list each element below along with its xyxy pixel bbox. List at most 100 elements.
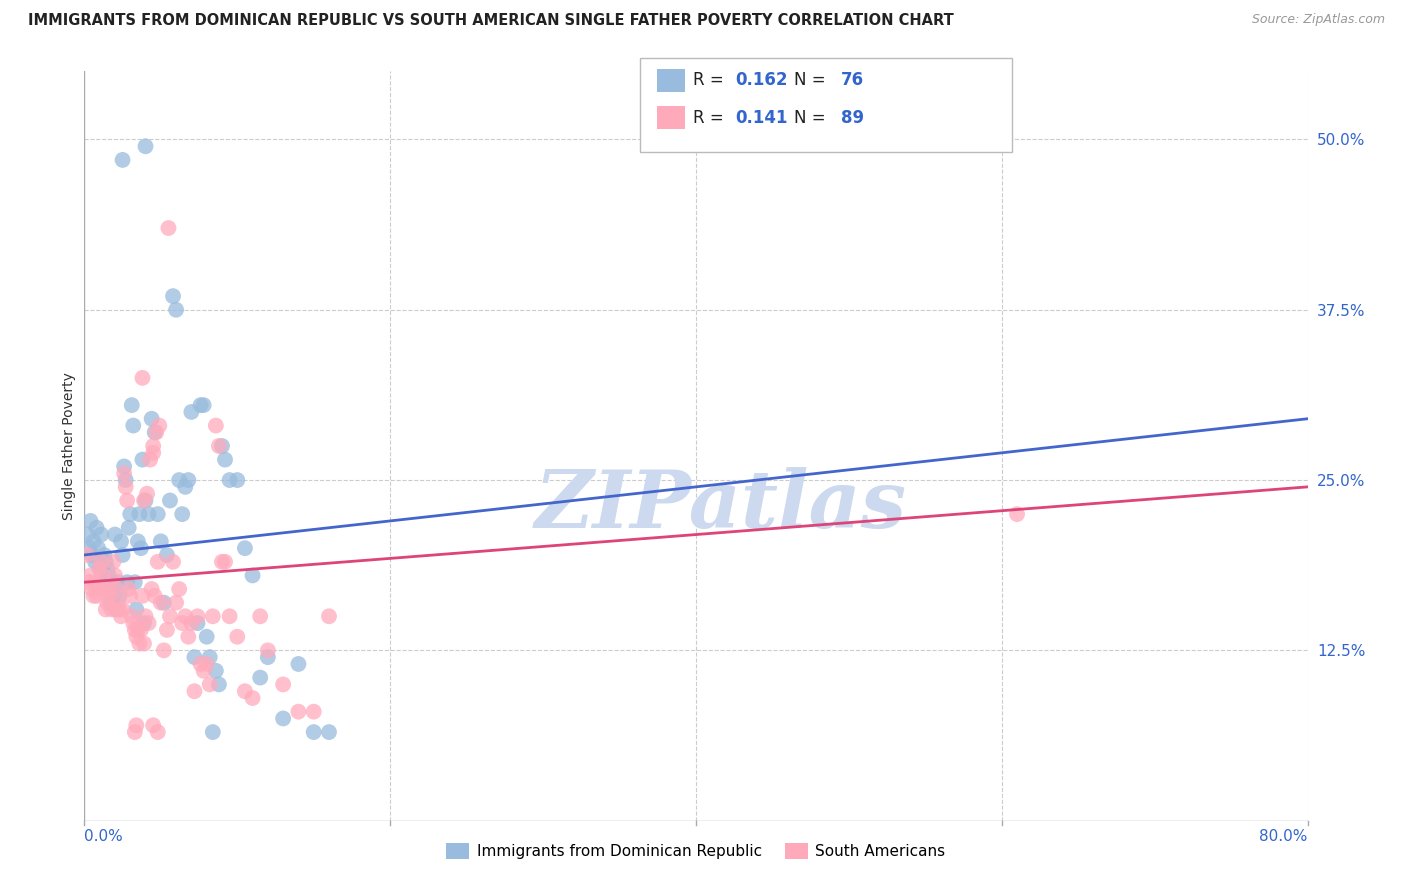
Point: [124, 725, 146, 739]
Point: [122, 418, 145, 433]
Point: [120, 589, 142, 603]
Point: [104, 527, 127, 541]
Text: 0.0%: 0.0%: [84, 829, 124, 844]
Point: [257, 650, 280, 665]
Point: [233, 684, 256, 698]
Point: [214, 555, 236, 569]
Point: [153, 596, 176, 610]
Point: [142, 439, 165, 453]
Point: [76, 527, 98, 541]
Y-axis label: Single Father Poverty: Single Father Poverty: [62, 372, 76, 520]
Point: [111, 602, 134, 616]
Point: [249, 671, 271, 685]
Point: [193, 664, 215, 678]
Point: [190, 657, 212, 671]
Point: [177, 630, 200, 644]
Text: 89: 89: [841, 109, 863, 127]
Point: [165, 302, 187, 317]
Point: [83, 589, 105, 603]
Text: R =: R =: [693, 109, 730, 127]
Point: [98, 582, 121, 596]
Point: [129, 541, 152, 556]
Point: [148, 418, 170, 433]
Point: [167, 473, 190, 487]
Point: [1005, 507, 1028, 521]
Point: [121, 398, 143, 412]
Point: [172, 616, 194, 631]
Point: [93, 582, 115, 596]
Point: [87, 541, 110, 556]
Point: [97, 589, 120, 603]
Point: [153, 643, 176, 657]
Point: [76, 548, 98, 562]
Point: [86, 521, 108, 535]
Point: [105, 602, 128, 616]
Point: [190, 398, 212, 412]
Point: [318, 609, 340, 624]
Point: [131, 589, 153, 603]
Point: [103, 555, 125, 569]
Point: [143, 425, 166, 440]
Point: [138, 507, 160, 521]
Point: [124, 575, 146, 590]
Point: [214, 452, 236, 467]
Point: [149, 596, 172, 610]
Point: [77, 541, 100, 556]
Point: [84, 575, 107, 590]
Point: [205, 418, 228, 433]
Point: [89, 561, 111, 575]
Point: [91, 568, 114, 582]
Point: [180, 405, 202, 419]
Point: [141, 411, 163, 425]
Point: [143, 589, 166, 603]
Point: [156, 623, 179, 637]
Point: [101, 602, 124, 616]
Point: [198, 650, 221, 665]
Point: [183, 650, 205, 665]
Point: [186, 609, 208, 624]
Point: [79, 514, 101, 528]
Point: [195, 657, 218, 671]
Point: [136, 486, 159, 500]
Point: [90, 527, 112, 541]
Point: [149, 534, 172, 549]
Point: [211, 439, 233, 453]
Point: [302, 705, 325, 719]
Point: [86, 589, 108, 603]
Point: [218, 473, 240, 487]
Point: [96, 561, 118, 575]
Point: [159, 493, 181, 508]
Point: [257, 643, 280, 657]
Point: [162, 289, 184, 303]
Point: [138, 616, 160, 631]
Point: [131, 371, 153, 385]
Point: [90, 555, 112, 569]
Point: [201, 725, 224, 739]
Point: [135, 609, 157, 624]
Point: [287, 657, 309, 671]
Point: [112, 467, 135, 481]
Point: [131, 452, 153, 467]
Point: [142, 718, 165, 732]
Point: [114, 473, 136, 487]
Point: [165, 596, 187, 610]
Text: IMMIGRANTS FROM DOMINICAN REPUBLIC VS SOUTH AMERICAN SINGLE FATHER POVERTY CORRE: IMMIGRANTS FROM DOMINICAN REPUBLIC VS SO…: [28, 13, 953, 29]
Point: [118, 582, 141, 596]
Point: [121, 609, 143, 624]
Point: [195, 630, 218, 644]
Point: [287, 705, 309, 719]
Point: [77, 575, 100, 590]
Point: [89, 561, 111, 575]
Point: [129, 623, 152, 637]
Point: [141, 582, 163, 596]
Point: [132, 636, 155, 650]
Point: [108, 602, 131, 616]
Point: [186, 616, 208, 631]
Point: [110, 609, 132, 624]
Point: [98, 596, 121, 610]
Point: [111, 153, 134, 167]
Point: [156, 548, 179, 562]
Point: [177, 473, 200, 487]
Text: 80.0%: 80.0%: [1260, 829, 1308, 844]
Point: [96, 596, 118, 610]
